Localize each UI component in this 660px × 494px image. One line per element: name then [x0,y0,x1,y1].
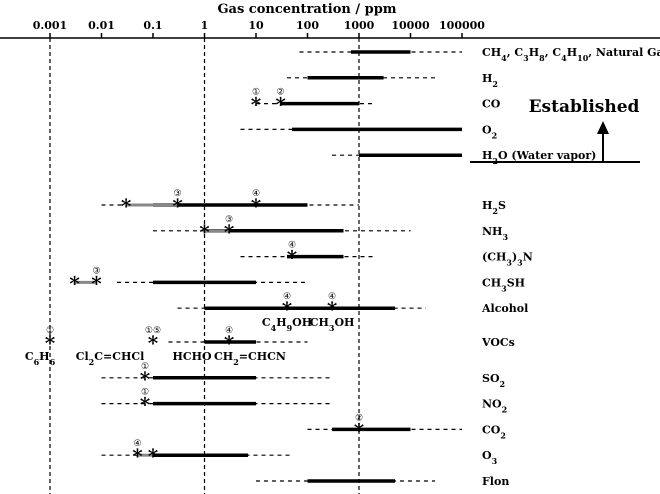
reference-note: ③ [225,215,233,225]
sensor-marker: * [282,297,293,321]
reference-note: ④ [283,292,291,302]
sensor-marker: * [287,246,298,270]
sensor-marker: * [91,271,102,295]
sensor-marker: * [132,444,143,468]
sensor-marker: * [172,194,183,218]
sensor-marker: * [275,93,286,117]
reference-note: ① [252,88,260,98]
reference-note: ③ [174,189,182,199]
gas-row-so2: *① SO2 [101,362,505,391]
gas-label: SO2 [482,372,505,389]
reference-note: ①⑤ [145,326,161,336]
x-tick-label: 100000 [439,19,485,32]
sensor-marker: * [45,331,56,355]
sensor-marker: * [69,271,80,295]
x-tick-label: 0.1 [143,19,162,32]
gas-row-co: *① *②CO [251,88,501,117]
gas-row-ch4-c3h8-c4h10-natural-gas: CH4, C3H8, C4H10, Natural Gas [299,46,660,63]
gas-label: CH4, C3H8, C4H10, Natural Gas [482,46,660,63]
sensor-marker: * [148,444,159,468]
reference-note: ④ [225,326,233,336]
reference-note: ④ [252,189,260,199]
x-tick-label: 10 [248,19,264,32]
gas-row-h2o-water-vapor: H2O (Water vapor) [332,149,596,166]
reference-note: ① [46,326,54,336]
gas-label: Flon [482,475,509,488]
sensor-marker: * [140,393,151,417]
reference-note: ④ [328,292,336,302]
x-tick-label: 10000 [391,19,430,32]
reference-note: ② [277,88,285,98]
compound-annotation: C6H6 [25,350,56,367]
gas-label: CO2 [482,423,506,440]
compound-annotation: C4H9OH [262,316,312,333]
x-tick-label: 1 [201,19,209,32]
gas-label: H2S [482,199,506,216]
gas-label: O3 [482,449,498,466]
compound-annotation: CH3OH [310,316,355,333]
gas-row-ch3-3n: *④ (CH3)3N [240,241,533,270]
reference-note: ① [141,362,149,372]
gas-label: NO2 [482,398,507,415]
sensor-marker: * [327,297,338,321]
reference-note: ③ [92,266,100,276]
reference-note: ② [355,413,363,423]
x-tick-label: 100 [296,19,319,32]
gas-row-co2: *② CO2 [307,413,506,442]
gas-label: H2 [482,72,498,89]
gas-label: CO [482,98,501,111]
sensor-marker: * [251,194,262,218]
gas-row-h2: H2 [287,72,498,89]
sensor-marker: * [224,331,235,355]
reference-note: ④ [288,241,296,251]
sensor-marker: * [199,220,210,244]
compound-annotation: HCHO [172,350,212,363]
sensor-marker: * [354,418,365,442]
chart-title: Gas concentration / ppm [217,2,396,17]
reference-note: ① [141,388,149,398]
compound-annotation: Cl2C=CHCl [76,350,145,367]
gas-row-o3: *④ * O3 [101,439,498,468]
gas-row-flon: Flon [256,475,509,488]
sensor-marker: * [121,194,132,218]
gas-label: VOCs [481,336,515,349]
gas-row-o2: O2 [240,123,497,140]
established-arrow-head [597,121,609,134]
compound-annotation: CH2=CHCN [214,350,286,367]
sensor-marker: * [251,93,262,117]
x-tick-label: 0.01 [88,19,115,32]
x-tick-label: 0.001 [33,19,67,32]
sensor-marker: * [140,367,151,391]
gas-label: (CH3)3N [482,251,533,268]
gas-label: O2 [482,123,497,140]
established-indicator: Established [470,97,640,163]
reference-note: ④ [133,439,141,449]
sensor-marker: * [148,331,159,355]
gas-label: NH3 [482,225,508,242]
gas-label: Alcohol [481,302,528,315]
established-label: Established [529,97,640,117]
x-tick-label: 1000 [344,19,375,32]
gas-label: H2O (Water vapor) [482,149,596,166]
gas-row-no2: *① NO2 [101,388,507,417]
gas-label: CH3SH [482,276,525,293]
sensor-marker: * [224,220,235,244]
